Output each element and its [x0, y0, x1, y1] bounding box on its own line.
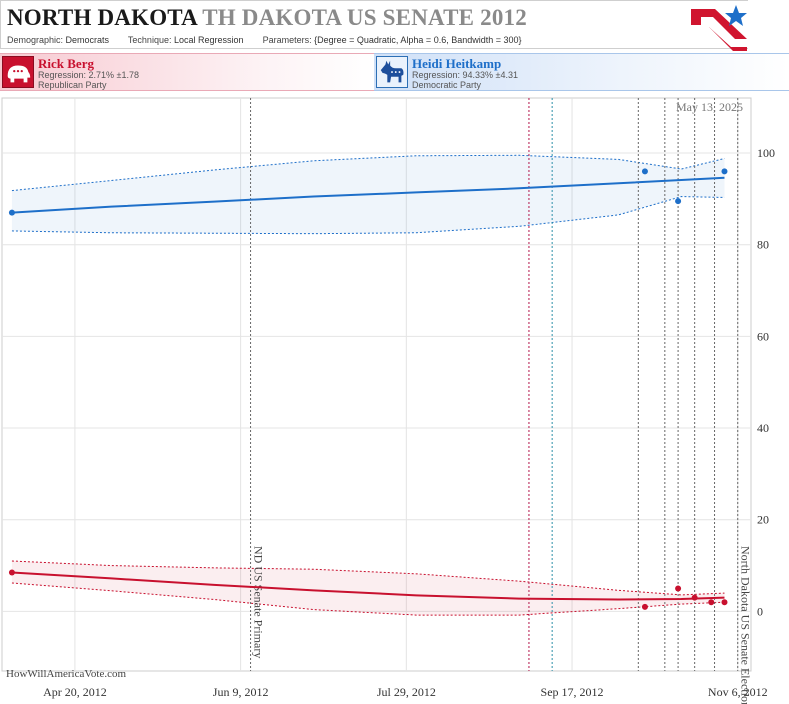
page-header: NORTH DAKOTA TH DAKOTA US SENATE 2012 De…	[0, 0, 749, 51]
data-point	[675, 198, 682, 205]
technique-value: Local Regression	[173, 35, 244, 45]
x-tick-label: Jul 29, 2012	[377, 685, 436, 699]
donkey-icon	[376, 56, 408, 88]
date-label: May 13, 2025	[676, 100, 743, 114]
elephant-icon	[2, 56, 34, 88]
data-point	[8, 209, 15, 216]
dem-candidate-name: Heidi Heitkamp	[412, 56, 502, 71]
state-title: NORTH DAKOTA	[7, 5, 197, 30]
y-tick-label: 0	[757, 604, 763, 618]
republican-candidate-panel: Rick Berg Regression: 2.71% ±1.78 Republ…	[0, 53, 375, 91]
parameters-line: Demographic: Democrats Technique: Local …	[7, 35, 522, 45]
regression-lines	[11, 176, 725, 601]
data-point	[721, 168, 728, 175]
y-tick-label: 20	[757, 513, 769, 527]
demographic-label: Demographic:	[7, 35, 64, 45]
race-title: TH DAKOTA US SENATE 2012	[202, 5, 527, 30]
poll-points	[8, 168, 728, 610]
rep-party: Republican Party	[38, 80, 107, 90]
demographic-value: Democrats	[65, 35, 110, 45]
x-tick-label: Nov 6, 2012	[708, 685, 768, 699]
rep-candidate-name: Rick Berg	[38, 56, 94, 71]
y-tick-label: 80	[757, 238, 769, 252]
data-point	[675, 585, 682, 592]
technique-label: Technique:	[127, 35, 172, 45]
watermark: HowWillAmericaVote.com	[6, 668, 127, 680]
event-label: ND US Senate Primary	[252, 546, 266, 658]
x-tick-label: Apr 20, 2012	[43, 685, 107, 699]
site-logo-icon[interactable]	[689, 3, 749, 51]
upper-bound-line	[11, 560, 725, 596]
x-tick-label: Sep 17, 2012	[541, 685, 604, 699]
lower-bound-line	[11, 582, 725, 616]
y-axis: 0 20 40 60 80 100	[757, 146, 775, 618]
confidence-band	[11, 560, 725, 616]
y-tick-label: 40	[757, 421, 769, 435]
x-axis: Apr 20, 2012 Jun 9, 2012 Jul 29, 2012 Sep 1…	[43, 685, 768, 699]
data-point	[691, 594, 698, 601]
regression-line	[11, 176, 725, 214]
lower-bound-line	[11, 196, 725, 235]
data-point	[8, 569, 15, 576]
upper-bound-line	[11, 154, 725, 192]
x-tick-label: Jun 9, 2012	[213, 685, 269, 699]
regression-line	[11, 571, 725, 601]
regression-chart: ND US Senate Primary North Dakota US Sena…	[1, 97, 775, 704]
data-point	[721, 599, 728, 606]
dem-party: Democratic Party	[412, 80, 482, 90]
parameters-value: {Degree = Quadratic, Alpha = 0.6, Bandwi…	[314, 35, 522, 45]
page-title: NORTH DAKOTA TH DAKOTA US SENATE 2012	[7, 5, 527, 31]
data-point	[641, 168, 648, 175]
event-lines: ND US Senate Primary North Dakota US Sena…	[250, 98, 753, 704]
rep-regression: Regression: 2.71% ±1.78	[38, 70, 139, 80]
data-point	[641, 603, 648, 610]
data-point	[708, 599, 715, 606]
parameters-label: Parameters:	[262, 35, 312, 45]
democratic-candidate-panel: Heidi Heitkamp Regression: 94.33% ±4.31 …	[374, 53, 789, 91]
dem-regression: Regression: 94.33% ±4.31	[412, 70, 519, 80]
y-tick-label: 100	[757, 146, 775, 160]
y-tick-label: 60	[757, 329, 769, 343]
event-label: North Dakota US Senate Election	[739, 546, 753, 704]
